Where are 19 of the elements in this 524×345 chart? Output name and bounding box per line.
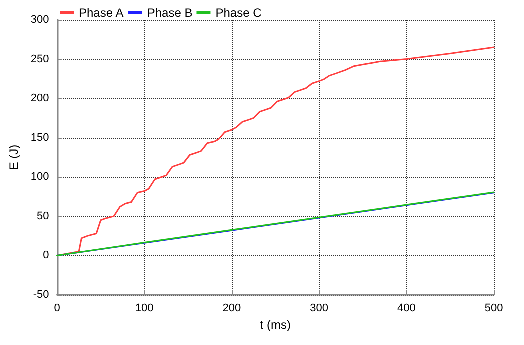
x-tick-label: 500 <box>484 302 504 314</box>
y-tick-label: 100 <box>30 171 50 184</box>
x-tick-label: 400 <box>397 302 416 314</box>
y-tick-label: 150 <box>30 132 50 144</box>
y-tick-label: -50 <box>33 289 50 301</box>
y-axis-title: E (J) <box>7 144 21 170</box>
x-tick-label: 0 <box>54 302 60 314</box>
legend-label: Phase B <box>147 6 193 20</box>
y-tick-label: 300 <box>30 14 50 26</box>
legend-label: Phase A <box>79 6 124 20</box>
legend-label: Phase C <box>216 6 262 20</box>
x-axis-title: t (ms) <box>260 318 291 332</box>
y-tick-label: 0 <box>43 250 50 262</box>
x-tick-label: 200 <box>222 302 242 314</box>
y-tick-label: 50 <box>37 210 50 222</box>
y-tick-label: 200 <box>30 92 50 105</box>
x-tick-label: 100 <box>135 302 154 314</box>
x-tick-label: 300 <box>310 302 328 314</box>
y-tick-label: 250 <box>30 53 50 66</box>
